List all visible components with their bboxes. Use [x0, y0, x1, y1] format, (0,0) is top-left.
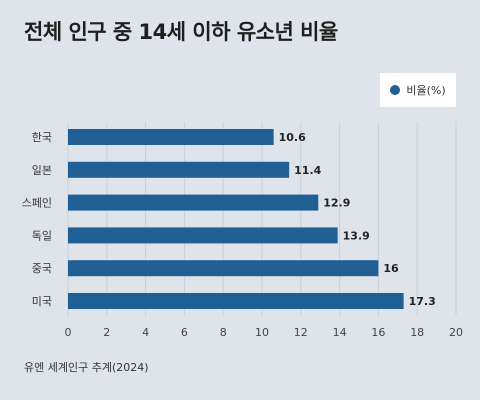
value-label: 13.9: [343, 229, 370, 242]
bar: [68, 161, 290, 178]
category-label: 한국: [32, 131, 52, 144]
category-label: 독일: [32, 228, 52, 242]
x-tick-label: 8: [220, 326, 227, 339]
x-tick-label: 18: [410, 326, 424, 339]
value-label: 17.3: [409, 295, 436, 308]
legend-swatch: [390, 85, 401, 95]
bar: [68, 194, 319, 211]
value-label: 16: [383, 262, 399, 275]
source-note: 유엔 세계인구 추계(2024): [24, 361, 149, 374]
bar: [68, 129, 274, 145]
x-tick-label: 0: [65, 326, 72, 339]
bar: [68, 260, 379, 277]
category-label: 스페인: [22, 197, 52, 210]
category-label: 중국: [32, 262, 52, 275]
value-labels: 10.6 11.4 12.9 13.9 16 17.3: [279, 131, 436, 308]
x-tick-label: 4: [142, 326, 149, 339]
x-tick-label: 10: [255, 326, 269, 339]
x-tick-label: 20: [449, 326, 463, 339]
x-tick-label: 12: [294, 326, 308, 339]
x-tick-label: 14: [333, 326, 347, 339]
legend-label: 비율(%): [406, 84, 446, 97]
chart-title: 전체 인구 중 14세 이하 유소년 비율: [24, 20, 338, 44]
x-tick-label: 6: [181, 326, 188, 339]
bar: [68, 293, 404, 309]
bar: [68, 227, 338, 244]
value-label: 10.6: [279, 131, 306, 144]
value-label: 12.9: [323, 197, 350, 210]
category-label: 일본: [32, 163, 52, 177]
legend: 비율(%): [380, 73, 456, 107]
value-label: 11.4: [294, 164, 321, 177]
grid-lines: [67, 122, 457, 316]
x-axis-ticks: 0 2 4 6 8 10 12 14 16 18 20: [65, 326, 464, 339]
x-tick-label: 16: [371, 326, 385, 339]
category-label: 미국: [32, 295, 52, 308]
x-tick-label: 2: [103, 326, 110, 339]
bars: [68, 129, 404, 309]
